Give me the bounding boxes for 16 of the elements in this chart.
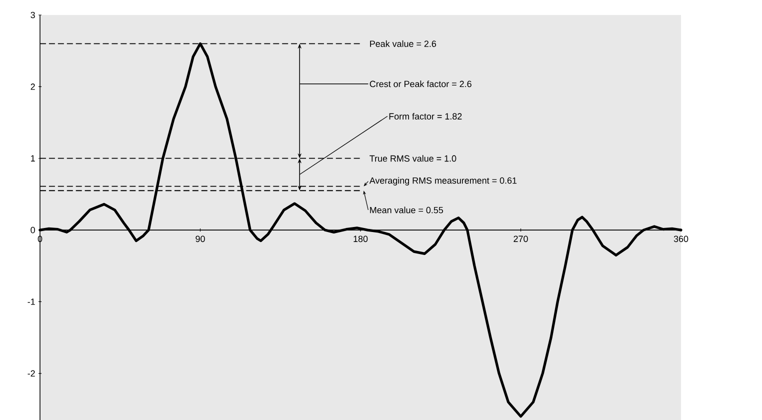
- ref-line-label: Averaging RMS measurement = 0.61: [369, 177, 517, 186]
- annotation: Crest or Peak factor = 2.6: [370, 80, 472, 88]
- y-tick-label: 2: [30, 84, 35, 90]
- y-tick-label: 1: [31, 155, 35, 162]
- x-tick-label: 180: [354, 236, 368, 242]
- ref-line-label: True RMS value = 1.0: [370, 155, 456, 162]
- ref-line-label: Mean value = 0.55: [370, 206, 444, 214]
- x-tick-label: 360: [674, 236, 688, 242]
- annotation: Form factor = 1.82: [389, 112, 462, 120]
- ref-line-label: Peak value = 2.6: [370, 40, 436, 47]
- y-tick-label: 3: [30, 12, 35, 18]
- y-tick-label: -2: [28, 370, 35, 377]
- x-tick-label: 270: [514, 236, 528, 242]
- y-tick-label: -1: [28, 298, 35, 305]
- x-tick-label: 90: [196, 236, 205, 242]
- y-tick-label: 0: [30, 226, 35, 234]
